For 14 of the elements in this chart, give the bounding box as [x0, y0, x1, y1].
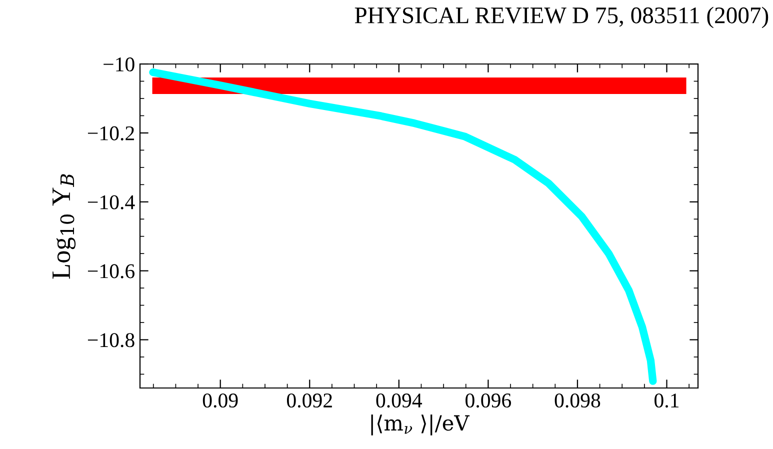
y-tick-label: −10.8 — [88, 333, 134, 348]
text: PHYSICAL REVIEW D 75, 083511 (2007) — [354, 6, 768, 28]
x-tick-label: 0.098 — [554, 393, 600, 408]
y-tick-label: −10.6 — [88, 264, 135, 278]
x-tick-label: 0.09 — [202, 393, 238, 408]
x-tick-label: 0.096 — [466, 393, 512, 408]
y-tick-label: −10 — [104, 57, 134, 72]
y-axis-title: Log$_{10}$ Y$_{B}$ — [52, 174, 76, 279]
x-tick-label: 0.094 — [376, 393, 422, 408]
x-axis-title: |⟨m$_{ν}$ ⟩|/eV — [371, 414, 470, 436]
x-tick-label: 0.1 — [654, 393, 679, 408]
y-tick-label: −10.2 — [88, 126, 134, 140]
x-tick-label: 0.092 — [286, 393, 332, 408]
y-tick-label: −10.4 — [88, 195, 135, 210]
